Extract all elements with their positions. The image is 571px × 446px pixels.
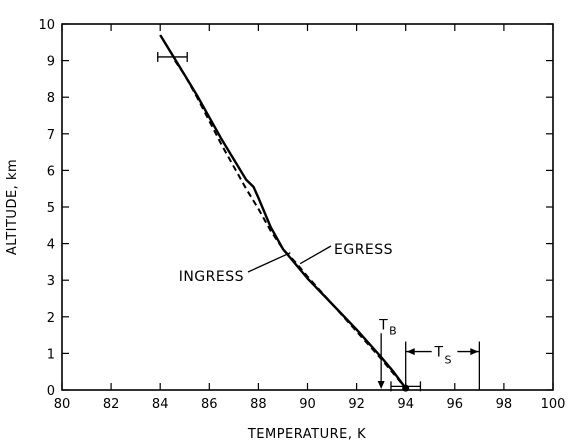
x-tick-label: 88 (250, 397, 267, 412)
x-tick-label: 92 (348, 397, 365, 412)
y-tick-label: 5 (47, 201, 55, 216)
data-series (157, 34, 422, 392)
ingress-leader (247, 252, 291, 273)
y-tick-label: 4 (47, 238, 55, 253)
y-axis-title: ALTITUDE, km (5, 159, 20, 255)
ingress-line (159, 34, 407, 389)
tb-label: T (378, 317, 388, 333)
ts-label: T (434, 345, 444, 361)
y-tick-label: 8 (47, 91, 55, 106)
egress-label: EGRESS (334, 242, 393, 258)
tb-label-subscript: B (389, 324, 397, 337)
y-tick-label: 9 (47, 55, 55, 70)
axis-ticks (61, 23, 554, 391)
x-tick-label: 82 (103, 397, 120, 412)
x-tick-label: 86 (201, 397, 218, 412)
x-tick-label: 80 (54, 397, 71, 412)
ts-arrowhead-left (406, 348, 415, 356)
ts-label-subscript: S (445, 354, 452, 367)
y-tick-label: 2 (47, 311, 55, 326)
y-tick-label: 0 (47, 384, 55, 399)
egress-line (174, 60, 407, 389)
y-tick-label: 3 (47, 274, 55, 289)
x-tick-label: 98 (496, 397, 513, 412)
y-tick-label: 7 (47, 128, 55, 143)
x-tick-label: 90 (299, 397, 316, 412)
y-tick-label: 6 (47, 164, 55, 179)
y-tick-label: 1 (47, 347, 55, 362)
plot-frame (61, 23, 554, 391)
x-tick-label: 100 (541, 397, 566, 412)
x-tick-label: 94 (397, 397, 414, 412)
ingress-label: INGRESS (179, 269, 244, 285)
x-tick-label: 84 (152, 397, 169, 412)
x-axis-title: TEMPERATURE, K (247, 427, 366, 442)
y-tick-label: 10 (38, 18, 55, 33)
tick-labels: 80 82 84 86 88 90 92 94 96 98 100 0 1 2 3 4 5 6 7 8 9 10 (38, 18, 565, 412)
egress-leader (299, 245, 332, 265)
ts-arrowhead-right (470, 348, 479, 356)
tb-arrowhead (377, 381, 385, 389)
x-tick-label: 96 (447, 397, 464, 412)
